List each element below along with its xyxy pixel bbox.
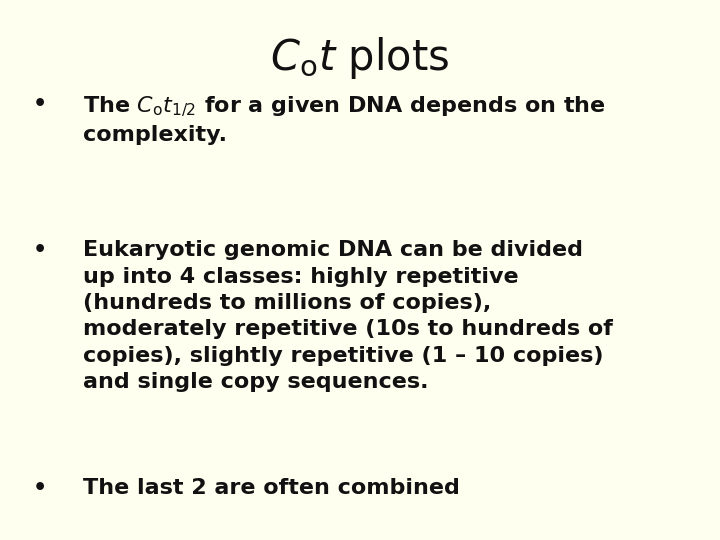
Text: The last 2 are often combined: The last 2 are often combined xyxy=(83,478,459,498)
Text: •: • xyxy=(32,478,47,498)
Text: The $\mathit{C}_{\mathrm{o}}\mathit{t}_{1/2}$ for a given DNA depends on the
com: The $\mathit{C}_{\mathrm{o}}\mathit{t}_{… xyxy=(83,94,606,145)
Text: Eukaryotic genomic DNA can be divided
up into 4 classes: highly repetitive
(hund: Eukaryotic genomic DNA can be divided up… xyxy=(83,240,613,392)
Text: •: • xyxy=(32,94,47,114)
Text: $\mathit{C}_{\mathrm{o}}\mathit{t}\ \mathrm{plots}$: $\mathit{C}_{\mathrm{o}}\mathit{t}\ \mat… xyxy=(270,35,450,81)
Text: •: • xyxy=(32,240,47,260)
